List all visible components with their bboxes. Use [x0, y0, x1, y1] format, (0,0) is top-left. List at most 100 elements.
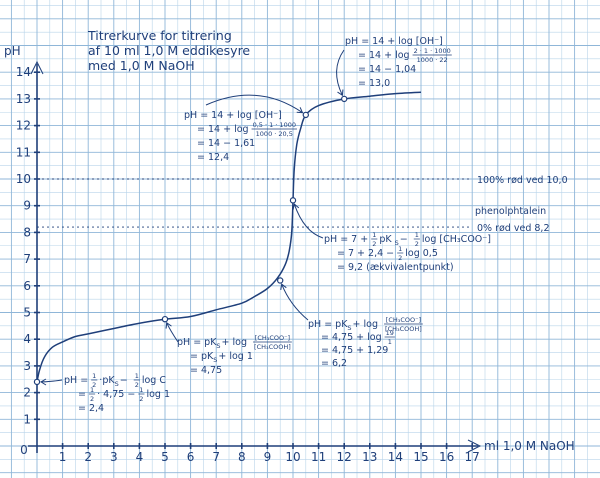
annotation-text: ·pK: [99, 375, 115, 386]
annotation-text: log 0,5: [405, 248, 438, 259]
annotation-arrow: [40, 379, 63, 383]
annotation-text: = pK: [190, 351, 214, 362]
annotation-subscript: S: [216, 342, 220, 350]
annotation-text: · 4,75 −: [97, 389, 135, 400]
annotation-text: pH =: [64, 375, 88, 386]
x-tick-label: 5: [161, 450, 169, 464]
y-tick-label: 14: [16, 65, 31, 79]
annotation-text: log C: [142, 375, 167, 386]
x-tick-label: 7: [212, 450, 220, 464]
fraction-denominator: 1000 · 22: [417, 56, 448, 64]
y-axis-label: pH: [4, 44, 21, 58]
indicator-label: phenolphtalein: [475, 206, 546, 217]
annotation-text: = 14 + log: [358, 50, 410, 61]
annotation-text: + log 1: [218, 351, 253, 362]
fraction-denominator: 2: [92, 381, 96, 389]
y-tick-label: 10: [16, 172, 31, 186]
y-axis-arrow: [30, 60, 44, 75]
annotation-arrow: [205, 94, 303, 114]
fraction-denominator: 2: [372, 240, 376, 248]
axis-ticks: 1 2 3 4 5 6 7 8 9 10 11 12 13 14 15 16 17123456789101112…: [16, 65, 480, 464]
annotation-text: = 14 + log: [197, 124, 249, 135]
annotation-subscript: S: [347, 324, 351, 332]
annotation-arrowhead: [40, 378, 47, 386]
fraction-numerator: 1: [92, 372, 96, 380]
annotation-arrow: [281, 284, 309, 321]
x-tick-label: 2: [84, 450, 92, 464]
annotation-text: = 7 + 2,4 −: [337, 248, 394, 259]
annotation-text: =: [78, 389, 86, 400]
annotation-arrows: [40, 49, 345, 386]
fraction-numerator: 19: [386, 329, 394, 337]
fraction-denominator: 1000 · 20,5: [256, 130, 293, 138]
curve-point: [277, 277, 284, 284]
annotation-text: pH = pK: [308, 319, 348, 330]
y-tick-label: 6: [23, 279, 31, 293]
x-tick-label: 4: [136, 450, 144, 464]
annotation-text: −: [400, 234, 408, 245]
annotation-equiv: pH = 7 + 12 pK S − 12 log [CH₃COO⁻]= 7 + …: [324, 231, 491, 273]
annotation-text: = 13,0: [358, 78, 390, 89]
fraction-numerator: 1: [372, 231, 376, 239]
curve-point: [302, 111, 309, 119]
x-tick-label: 14: [388, 450, 403, 464]
x-tick-label: 16: [439, 450, 454, 464]
annotation-arrow: [166, 322, 179, 343]
fraction-numerator: 1: [415, 231, 419, 239]
y-tick-label: 13: [16, 92, 31, 106]
x-tick-label: 15: [413, 450, 428, 464]
origin-label: 0: [20, 443, 28, 457]
fraction-denominator: 2: [398, 254, 402, 262]
annotation-arrowhead: [337, 89, 344, 97]
chart-title-line-2: af 10 ml 1,0 M eddikesyre: [88, 43, 250, 58]
annotation-arrowhead: [292, 203, 300, 210]
y-tick-label: 12: [16, 119, 31, 133]
annotation-text: = 2,4: [78, 403, 104, 414]
x-tick-label: 12: [337, 450, 352, 464]
annotation-text: = 4,75 + log: [321, 332, 382, 343]
x-tick-label: 10: [285, 450, 300, 464]
x-tick-label: 9: [264, 450, 272, 464]
fraction-denominator: 2: [415, 240, 419, 248]
annotation-subscript: S: [395, 239, 399, 247]
calculated-points: [33, 95, 348, 386]
annotation-text: pH = 7 +: [324, 234, 368, 245]
reference-line-label: 0% rød ved 8,2: [477, 223, 549, 234]
x-tick-label: 3: [110, 450, 118, 464]
y-tick-label: 3: [23, 359, 31, 373]
annotation-text: log [CH₃COO⁻]: [422, 234, 491, 245]
x-tick-label: 13: [362, 450, 377, 464]
y-tick-label: 7: [23, 252, 31, 266]
annotation-arrowhead: [296, 107, 304, 114]
annotation-text: pK: [379, 234, 392, 245]
annotation-subscript: S: [213, 356, 217, 364]
fraction-numerator: 0,5 · 1 · 1000: [253, 121, 296, 129]
annotation-start: pH = 12 ·pK S − 12 log C= 12 · 4,75 − 12 lo…: [64, 372, 170, 414]
annotation-text: = 9,2 (ækvivalentpunkt): [337, 262, 454, 273]
x-axis-arrow: [467, 439, 482, 453]
x-tick-label: 8: [238, 450, 246, 464]
curve-point: [161, 315, 169, 323]
titration-curve: [36, 91, 422, 383]
y-tick-label: 8: [23, 225, 31, 239]
annotation-text: + log: [222, 337, 247, 348]
x-tick-label: 1: [59, 450, 67, 464]
x-axis-label: ml 1,0 M NaOH: [484, 439, 575, 453]
annotation-text: pH = 14 + log [OH⁻]: [184, 110, 282, 121]
annotation-post-equiv-2: pH = 14 + log [OH⁻] = 14 + log 2 · 1 · 10…: [345, 36, 452, 89]
annotation-post-equiv-1: pH = 14 + log [OH⁻] = 14 + log 0,5 · 1 · …: [184, 110, 297, 163]
curve-point: [289, 197, 297, 204]
y-tick-label: 5: [23, 306, 31, 320]
x-tick-label: 17: [465, 450, 480, 464]
fraction-numerator: [CH₃COO⁻]: [255, 334, 290, 342]
x-tick-label: 6: [187, 450, 195, 464]
annotation-arrowhead: [280, 283, 287, 290]
annotation-text: = 12,4: [197, 152, 229, 163]
indicator-reference-lines: 100% rød ved 10,0 0% rød ved 8,2: [37, 175, 568, 234]
annotation-text: = 14 − 1,61: [197, 138, 255, 149]
y-tick-label: 11: [16, 145, 31, 159]
fraction-denominator: 2: [90, 395, 94, 403]
